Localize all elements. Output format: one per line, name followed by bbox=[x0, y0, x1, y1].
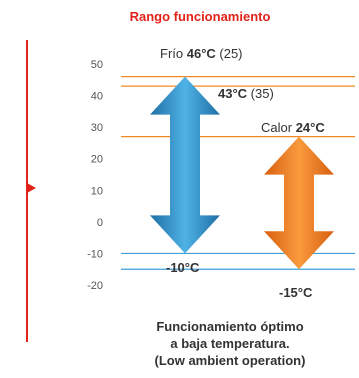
cool-range-arrow bbox=[150, 76, 220, 254]
cool-min-annotation: -10°C bbox=[166, 260, 200, 275]
cool-max-annotation: Frío 46°C (25) bbox=[160, 46, 243, 61]
left-triangle-marker bbox=[27, 183, 36, 193]
caption-line-1: Funcionamiento óptimo bbox=[156, 319, 304, 334]
caption: Funcionamiento óptimo a baja temperatura… bbox=[120, 318, 340, 369]
y-tick-label: 0 bbox=[97, 217, 103, 229]
y-tick-label: -10 bbox=[87, 248, 103, 260]
heat-mode-label: Calor bbox=[261, 120, 296, 135]
y-tick-label: -20 bbox=[87, 280, 103, 292]
mid-value-label: 43°C bbox=[218, 86, 248, 101]
y-tick-label: 20 bbox=[91, 154, 103, 166]
y-tick-label: 10 bbox=[91, 185, 103, 197]
chart-title: Rango funcionamiento bbox=[129, 9, 271, 24]
heat-min-label: -15°C bbox=[279, 285, 313, 300]
caption-line-3: (Low ambient operation) bbox=[154, 353, 306, 368]
cool-min-label: -10°C bbox=[166, 260, 200, 275]
heat-min-annotation: -15°C bbox=[279, 285, 313, 300]
mid-annotation: 43°C (35) bbox=[218, 86, 274, 101]
heat-max-annotation: Calor 24°C bbox=[261, 120, 325, 135]
heat-max-label: 24°C bbox=[296, 120, 326, 135]
y-tick-label: 50 bbox=[91, 59, 103, 71]
heat-range-arrow bbox=[264, 136, 334, 270]
y-tick-label: 30 bbox=[91, 122, 103, 134]
cool-max-label: 46°C bbox=[187, 46, 217, 61]
cool-mode-label: Frío bbox=[160, 46, 187, 61]
caption-line-2: a baja temperatura. bbox=[170, 336, 290, 351]
mid-value-paren: (35) bbox=[247, 86, 274, 101]
cool-max-paren: (25) bbox=[216, 46, 243, 61]
y-tick-label: 40 bbox=[91, 91, 103, 103]
